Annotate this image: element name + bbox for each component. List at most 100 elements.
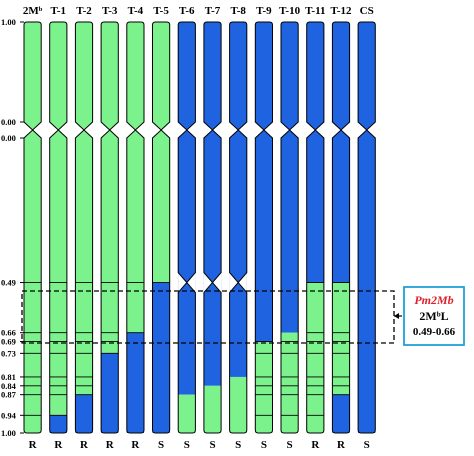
tick-label: 0.84 [1, 381, 17, 391]
centromere-lower [101, 130, 119, 138]
long-arm-outline [126, 129, 145, 434]
long-arm-outline [280, 129, 299, 434]
chromosome-5 [152, 21, 171, 434]
tick-label: 1.00 [1, 428, 16, 438]
arm-label: 2MᵇL [419, 309, 448, 323]
long-arm-outline [357, 129, 376, 434]
interval-range: 0.49-0.66 [413, 326, 456, 338]
long-arm-outline [331, 129, 351, 434]
chromosome-13 [357, 21, 376, 434]
segment-donor [332, 282, 350, 395]
segment-recipient [203, 138, 222, 386]
short-arm [100, 21, 119, 131]
tick-label: 0.00 [1, 117, 16, 127]
segment-donor [49, 138, 67, 416]
pinch-gap [238, 272, 247, 293]
chromosome-12 [331, 21, 351, 434]
centromere-lower [332, 130, 350, 138]
short-arm [229, 21, 248, 131]
chromosome-group [23, 21, 376, 434]
short-arm [306, 21, 325, 131]
segment-recipient [101, 353, 119, 433]
segment-recipient [229, 138, 247, 377]
chromosome-8 [229, 21, 248, 434]
tick-label: 0.69 [1, 337, 16, 347]
phenotype-label: S [364, 439, 370, 451]
segment-recipient [178, 138, 196, 395]
chromosome-label: T-2 [76, 5, 92, 17]
chromosome-6 [177, 21, 196, 434]
chromosome-9 [254, 21, 273, 434]
segment-donor [24, 138, 42, 433]
chromosome-label: T-6 [179, 5, 195, 17]
centromere-lower [255, 130, 273, 138]
centromere-lower [203, 130, 222, 138]
long-arm-outline [177, 129, 196, 434]
chromosome-label: T-12 [331, 5, 352, 17]
short-arm [331, 21, 351, 131]
chromosome-label: T-1 [51, 5, 67, 17]
phenotype-label: S [209, 439, 215, 451]
tick-label: 0.87 [1, 390, 17, 400]
segment-recipient [281, 138, 299, 333]
pinch-gap [212, 272, 222, 293]
tick-label: 0.94 [1, 410, 17, 420]
segment-donor [178, 394, 196, 433]
centromere-lower [152, 130, 170, 138]
long-arm-outline [49, 129, 68, 434]
chromosome-label: 2Mᵇ [23, 5, 43, 17]
tick-label: 0.66 [1, 328, 16, 338]
segment-recipient [332, 394, 350, 433]
phenotype-label: S [184, 439, 190, 451]
segment-donor [75, 138, 93, 395]
segment-recipient [358, 138, 376, 433]
chromosome-label: T-10 [279, 5, 300, 17]
phenotype-label: R [29, 439, 38, 451]
tick-label: 0.73 [1, 348, 16, 358]
phenotype-label: R [106, 439, 115, 451]
long-arm-outline [306, 129, 325, 434]
centromere-lower [24, 130, 42, 138]
centromere-lower [49, 130, 67, 138]
phenotype-label: S [287, 439, 293, 451]
segment-recipient [255, 138, 273, 342]
chromosome-labels: 2Mᵇ T-1 T-2 T-3 T-4 T-5 T-6 T-7 T-8 T-9 T-10 T-11 T-… [23, 5, 374, 17]
centromere-lower [229, 130, 247, 138]
long-arm-outline [74, 129, 94, 434]
chromosome-0 [23, 21, 42, 434]
chromosome-label: T-8 [230, 5, 246, 17]
tick-label: 0.00 [1, 133, 16, 143]
segment-recipient [152, 282, 170, 433]
phenotype-label: R [131, 439, 140, 451]
segment-recipient [306, 138, 324, 283]
chromosome-label: T-9 [256, 5, 272, 17]
phenotype-label: R [311, 439, 320, 451]
centromere-lower [75, 130, 93, 138]
segment-donor [281, 332, 299, 433]
chromosome-3 [100, 21, 119, 434]
phenotype-label: S [158, 439, 164, 451]
segment-donor [101, 138, 119, 354]
long-arm-outline [229, 129, 248, 434]
chromosome-label: T-3 [102, 5, 118, 17]
short-arm [203, 21, 222, 131]
pinch-gap [203, 272, 213, 293]
chromosome-7 [203, 21, 222, 434]
segment-donor [255, 341, 273, 433]
chromosome-label: T-5 [153, 5, 169, 17]
short-arm [126, 21, 145, 131]
segment-donor [152, 138, 170, 283]
segment-donor [203, 385, 222, 433]
long-arm-outline [203, 129, 222, 434]
segment-recipient [49, 415, 67, 433]
chromosome-label: CS [360, 5, 374, 17]
segment-donor [126, 138, 144, 333]
short-arm [254, 21, 273, 131]
short-arm [74, 21, 94, 131]
segment-donor [306, 282, 324, 433]
phenotype-label: S [261, 439, 267, 451]
centromere-lower [281, 130, 299, 138]
short-arm [280, 21, 299, 131]
